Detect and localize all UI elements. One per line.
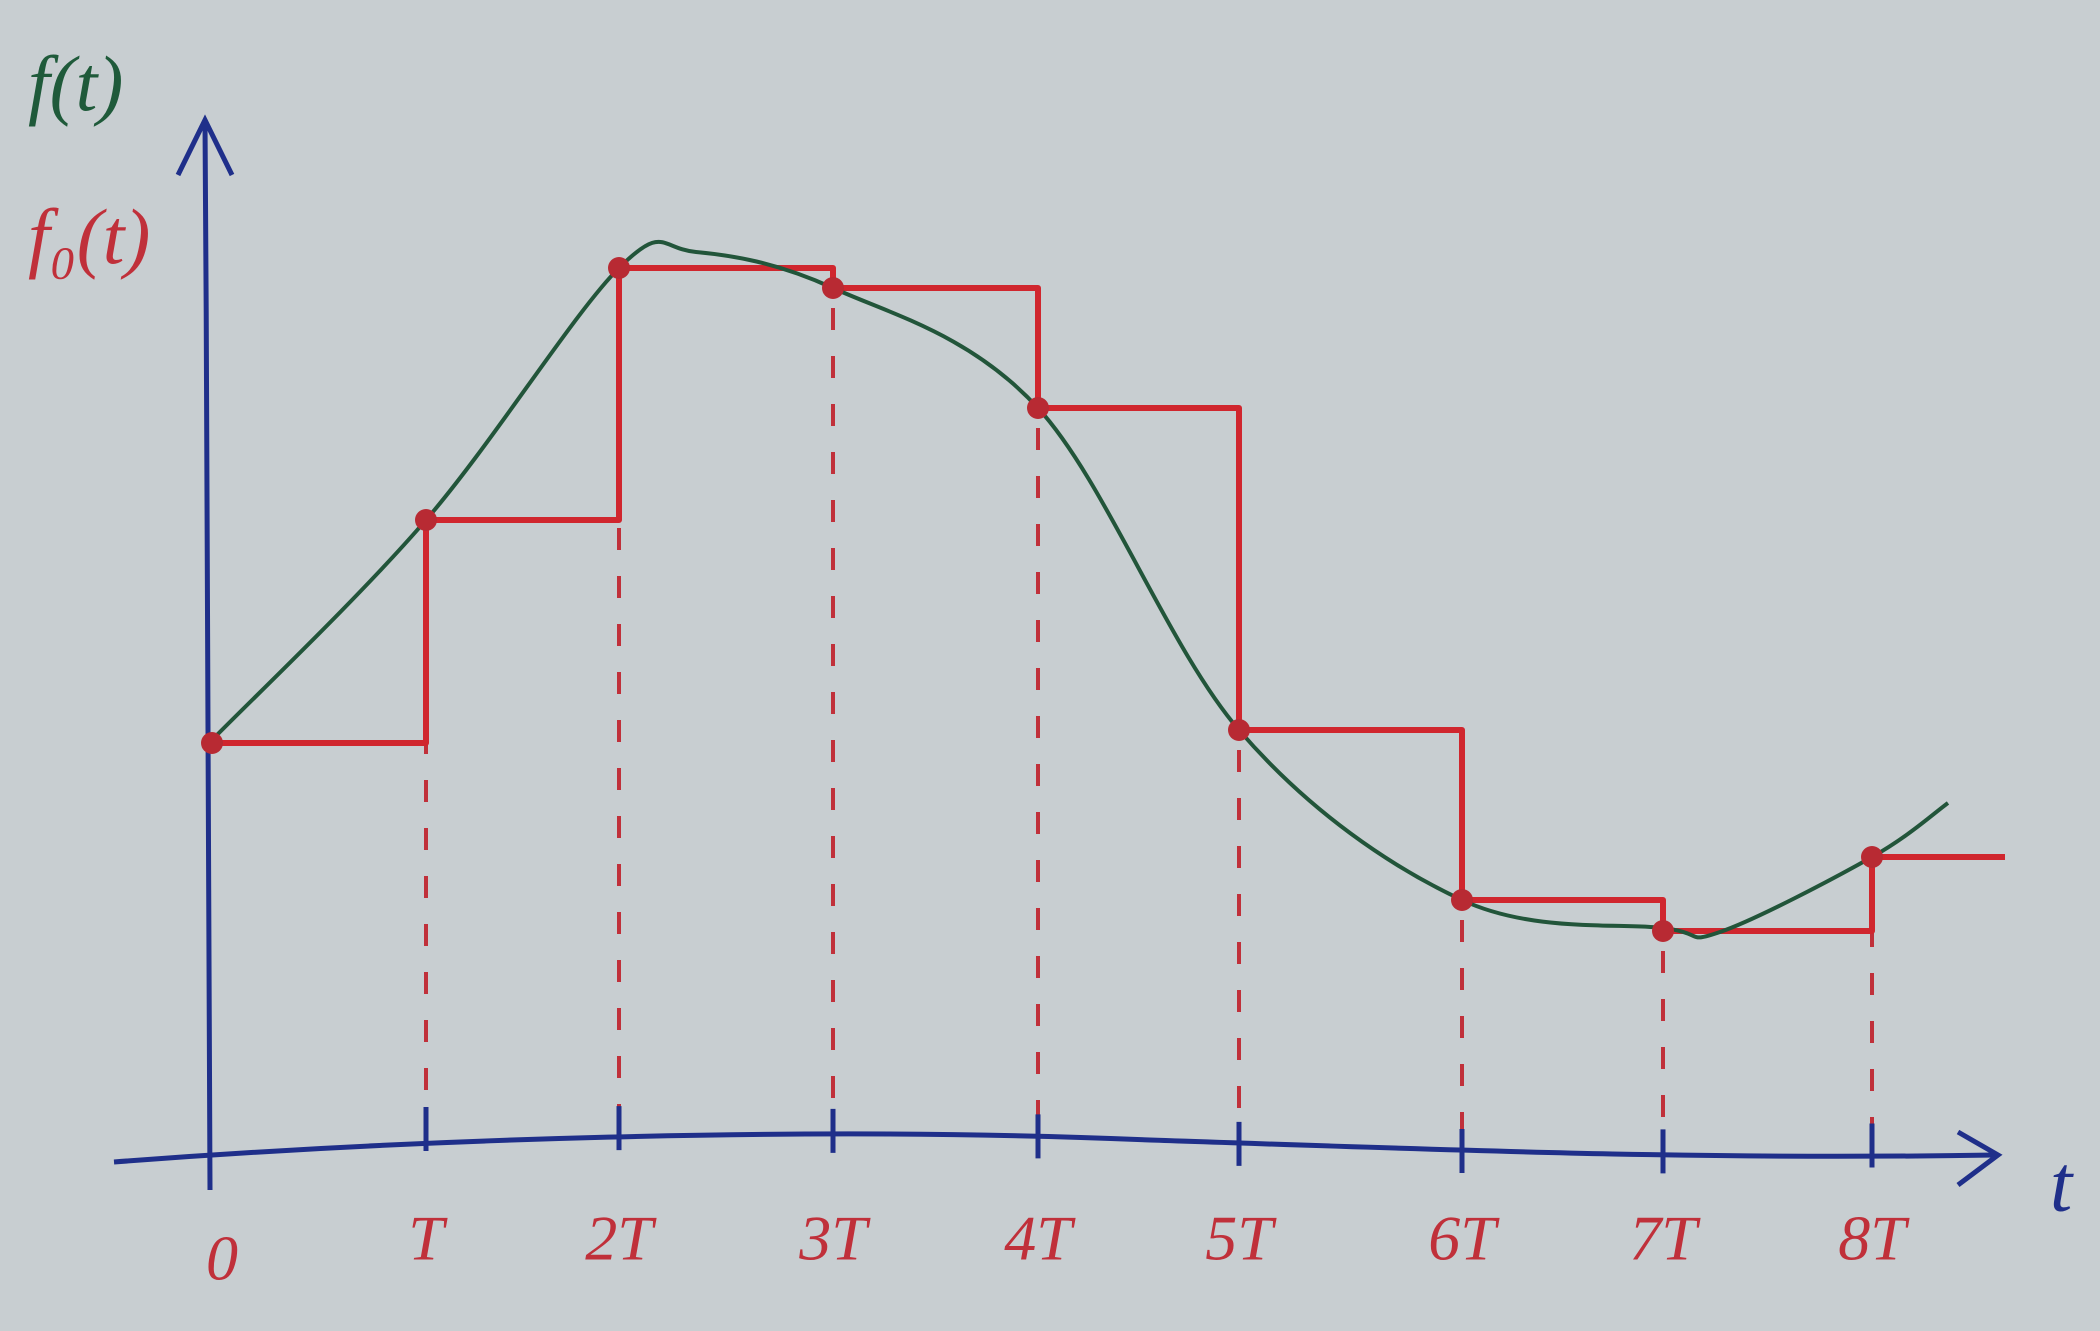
tick-label: 2T	[585, 1203, 657, 1274]
tick-label: 0	[206, 1223, 238, 1294]
sample-point	[201, 732, 223, 754]
page: f(t) f₀(t) t 0T2T3T4T5T6T7T8T (() => { c…	[0, 0, 2100, 1331]
sample-point	[415, 509, 437, 531]
tick-label: 5T	[1205, 1203, 1277, 1274]
sample-point	[1451, 889, 1473, 911]
t-axis-label: t	[2050, 1140, 2074, 1228]
sample-point	[1861, 846, 1883, 868]
tick-label: 6T	[1428, 1203, 1500, 1274]
tick-label: 8T	[1838, 1203, 1910, 1274]
sample-point	[608, 257, 630, 279]
sample-point	[1228, 719, 1250, 741]
sample-point	[1652, 920, 1674, 942]
tick-label: 7T	[1629, 1203, 1701, 1274]
tick-label: T	[408, 1203, 448, 1274]
f0-label: f₀(t)	[28, 193, 150, 280]
sample-point	[822, 277, 844, 299]
f-label: f(t)	[28, 40, 123, 127]
tick-label: 4T	[1004, 1203, 1076, 1274]
sample-point	[1027, 397, 1049, 419]
sketch: f(t) f₀(t) t 0 T 2T 3T 4T 5T 6T 7T 8T	[0, 0, 2100, 1331]
paper	[0, 0, 2100, 1331]
tick-label: 3T	[798, 1203, 871, 1274]
